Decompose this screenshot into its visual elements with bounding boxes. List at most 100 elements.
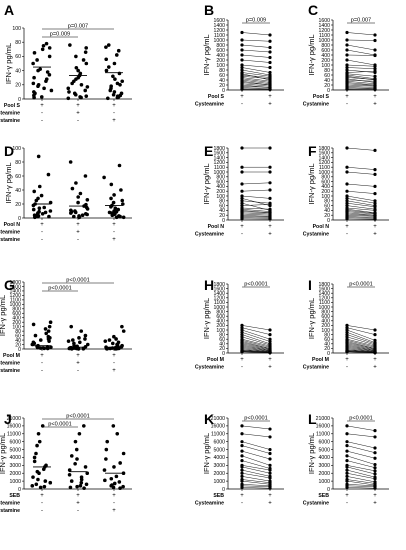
y-tick-label: 1100 [214, 300, 225, 306]
data-point [31, 203, 36, 208]
p-value: p=0.009 [246, 18, 266, 24]
condition-mark: + [76, 230, 80, 236]
data-point [345, 350, 349, 354]
pair-line [241, 350, 271, 353]
pair-line [346, 460, 376, 468]
data-point [268, 339, 272, 344]
condition-mark: + [373, 232, 377, 238]
pair-line [241, 441, 271, 450]
pair-line [346, 211, 376, 215]
pair-line [346, 171, 376, 175]
y-tick-label: 400 [321, 184, 330, 190]
data-point [69, 479, 74, 483]
data-point [68, 160, 73, 164]
condition-mark: + [345, 357, 349, 363]
data-point [373, 462, 377, 467]
y-tick-label: 400 [216, 184, 225, 190]
data-point [34, 451, 38, 456]
condition-mark: + [40, 353, 44, 359]
data-point [240, 323, 244, 327]
panel-e: E 020406080100200400600800100011001200140… [195, 143, 284, 238]
data-point [104, 57, 109, 62]
y-tick-label: 1600 [213, 286, 225, 292]
pair-line [346, 86, 376, 88]
data-point [240, 194, 244, 198]
data-point [35, 58, 39, 62]
y-tick-label: 5000 [213, 447, 225, 453]
y-tick-label: 1600 [318, 286, 330, 292]
data-point [114, 215, 119, 220]
pair-line [346, 484, 376, 487]
data-point [30, 484, 35, 488]
data-point [345, 449, 349, 453]
pair-line [346, 473, 376, 479]
data-point [82, 486, 86, 491]
pair-line [241, 202, 271, 211]
data-point [373, 53, 377, 58]
pair-line [346, 32, 376, 36]
data-point [268, 196, 272, 200]
pair-line [241, 480, 271, 485]
pair-line [241, 340, 271, 348]
condition-mark: + [76, 501, 80, 507]
data-point [104, 68, 109, 73]
data-point [83, 333, 88, 338]
data-point [345, 459, 349, 463]
data-point [121, 215, 126, 220]
y-tick-label: 20 [15, 202, 21, 208]
pair-line [346, 338, 376, 347]
data-point [115, 431, 120, 436]
pair-line [241, 213, 271, 216]
y-tick-label: 1100 [319, 300, 330, 306]
data-point [71, 338, 75, 342]
pair-line [241, 342, 271, 350]
pair-line [241, 214, 271, 217]
data-point [268, 333, 272, 337]
data-point [345, 440, 349, 444]
y-tick-label: 0 [18, 216, 21, 222]
condition-mark: - [113, 111, 115, 117]
y-tick-label: 800 [321, 309, 330, 315]
data-point [345, 330, 349, 334]
data-point [78, 191, 83, 196]
y-tick-label: 40 [219, 78, 225, 84]
data-point [106, 96, 110, 101]
data-point [84, 94, 89, 98]
data-point [114, 474, 119, 479]
y-tick-label: 6000 [9, 439, 21, 445]
pair-line [241, 211, 271, 214]
pair-line [241, 195, 271, 199]
condition-mark: - [346, 365, 348, 371]
data-point [82, 424, 86, 428]
condition-label: Cysteamine [0, 361, 20, 367]
data-point [240, 165, 244, 169]
pair-line [346, 73, 376, 77]
y-tick-label: 1000 [213, 305, 225, 311]
y-tick-label: 80 [219, 332, 225, 338]
pair-line [346, 342, 376, 350]
pair-line [241, 86, 271, 88]
data-point [73, 439, 78, 444]
condition-label: Cystamine [303, 232, 329, 238]
data-point [111, 200, 116, 205]
data-point [373, 333, 377, 337]
data-point [345, 474, 349, 478]
condition-label: Pool N [208, 224, 225, 230]
pair-line [346, 485, 376, 487]
data-point [33, 215, 37, 220]
data-point [32, 75, 36, 80]
panel-a: A 0 20 40 60 80 100 IFN-γ pg/mL p=0.009 p=0.007 Po… [0, 2, 132, 124]
condition-mark: - [41, 508, 43, 514]
y-tick-label: 1000 [213, 170, 225, 176]
condition-mark: + [76, 103, 80, 109]
data-point [240, 30, 244, 35]
condition-mark: - [113, 361, 115, 367]
condition-mark: - [41, 230, 43, 236]
y-tick-label: 6000 [318, 439, 330, 445]
pair-line [346, 82, 376, 86]
y-tick-label: 1600 [213, 151, 225, 157]
data-point [345, 432, 349, 436]
y-tick-label: 0 [327, 218, 330, 224]
y-tick-label: 80 [15, 329, 21, 335]
